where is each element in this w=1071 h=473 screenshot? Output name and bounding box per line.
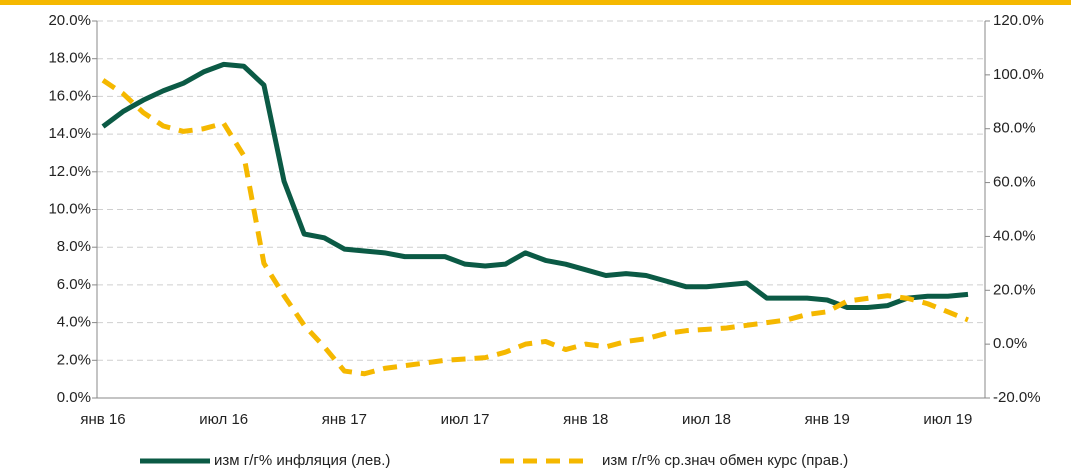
x-tick-label: июл 17 bbox=[441, 411, 490, 428]
y2-tick-label: 0.0% bbox=[993, 335, 1027, 352]
x-tick-label: янв 16 bbox=[80, 411, 125, 428]
top-bar bbox=[0, 0, 1071, 5]
x-tick-label: янв 18 bbox=[563, 411, 608, 428]
x-tick-label: июл 18 bbox=[682, 411, 731, 428]
y2-tick-label: 60.0% bbox=[993, 174, 1036, 191]
y2-tick-label: 80.0% bbox=[993, 120, 1036, 137]
y-tick-label: 18.0% bbox=[48, 50, 91, 67]
y-tick-label: 14.0% bbox=[48, 125, 91, 142]
y-tick-label: 12.0% bbox=[48, 163, 91, 180]
legend-label: изм г/г% ср.знач обмен курс (прав.) bbox=[602, 452, 848, 469]
series-line bbox=[101, 78, 969, 377]
y2-tick-label: -20.0% bbox=[993, 389, 1041, 406]
x-tick-label: июл 16 bbox=[199, 411, 248, 428]
y-tick-label: 6.0% bbox=[57, 276, 91, 293]
x-tick-label: июл 19 bbox=[923, 411, 972, 428]
legend: изм г/г% инфляция (лев.) изм г/г% ср.зна… bbox=[140, 452, 848, 469]
y-tick-label: 0.0% bbox=[57, 389, 91, 406]
y2-tick-label: 120.0% bbox=[993, 12, 1044, 29]
y-tick-label: 20.0% bbox=[48, 12, 91, 29]
legend-label: изм г/г% инфляция (лев.) bbox=[214, 452, 390, 469]
y2-tick-label: 100.0% bbox=[993, 66, 1044, 83]
y-tick-label: 4.0% bbox=[57, 314, 91, 331]
y-tick-label: 8.0% bbox=[57, 238, 91, 255]
y2-tick-label: 40.0% bbox=[993, 227, 1036, 244]
y-tick-label: 10.0% bbox=[48, 200, 91, 217]
series-line bbox=[101, 61, 969, 311]
x-tick-label: янв 17 bbox=[322, 411, 367, 428]
y-tick-label: 16.0% bbox=[48, 87, 91, 104]
x-tick-label: янв 19 bbox=[805, 411, 850, 428]
y2-tick-label: 20.0% bbox=[993, 281, 1036, 298]
y-tick-label: 2.0% bbox=[57, 351, 91, 368]
